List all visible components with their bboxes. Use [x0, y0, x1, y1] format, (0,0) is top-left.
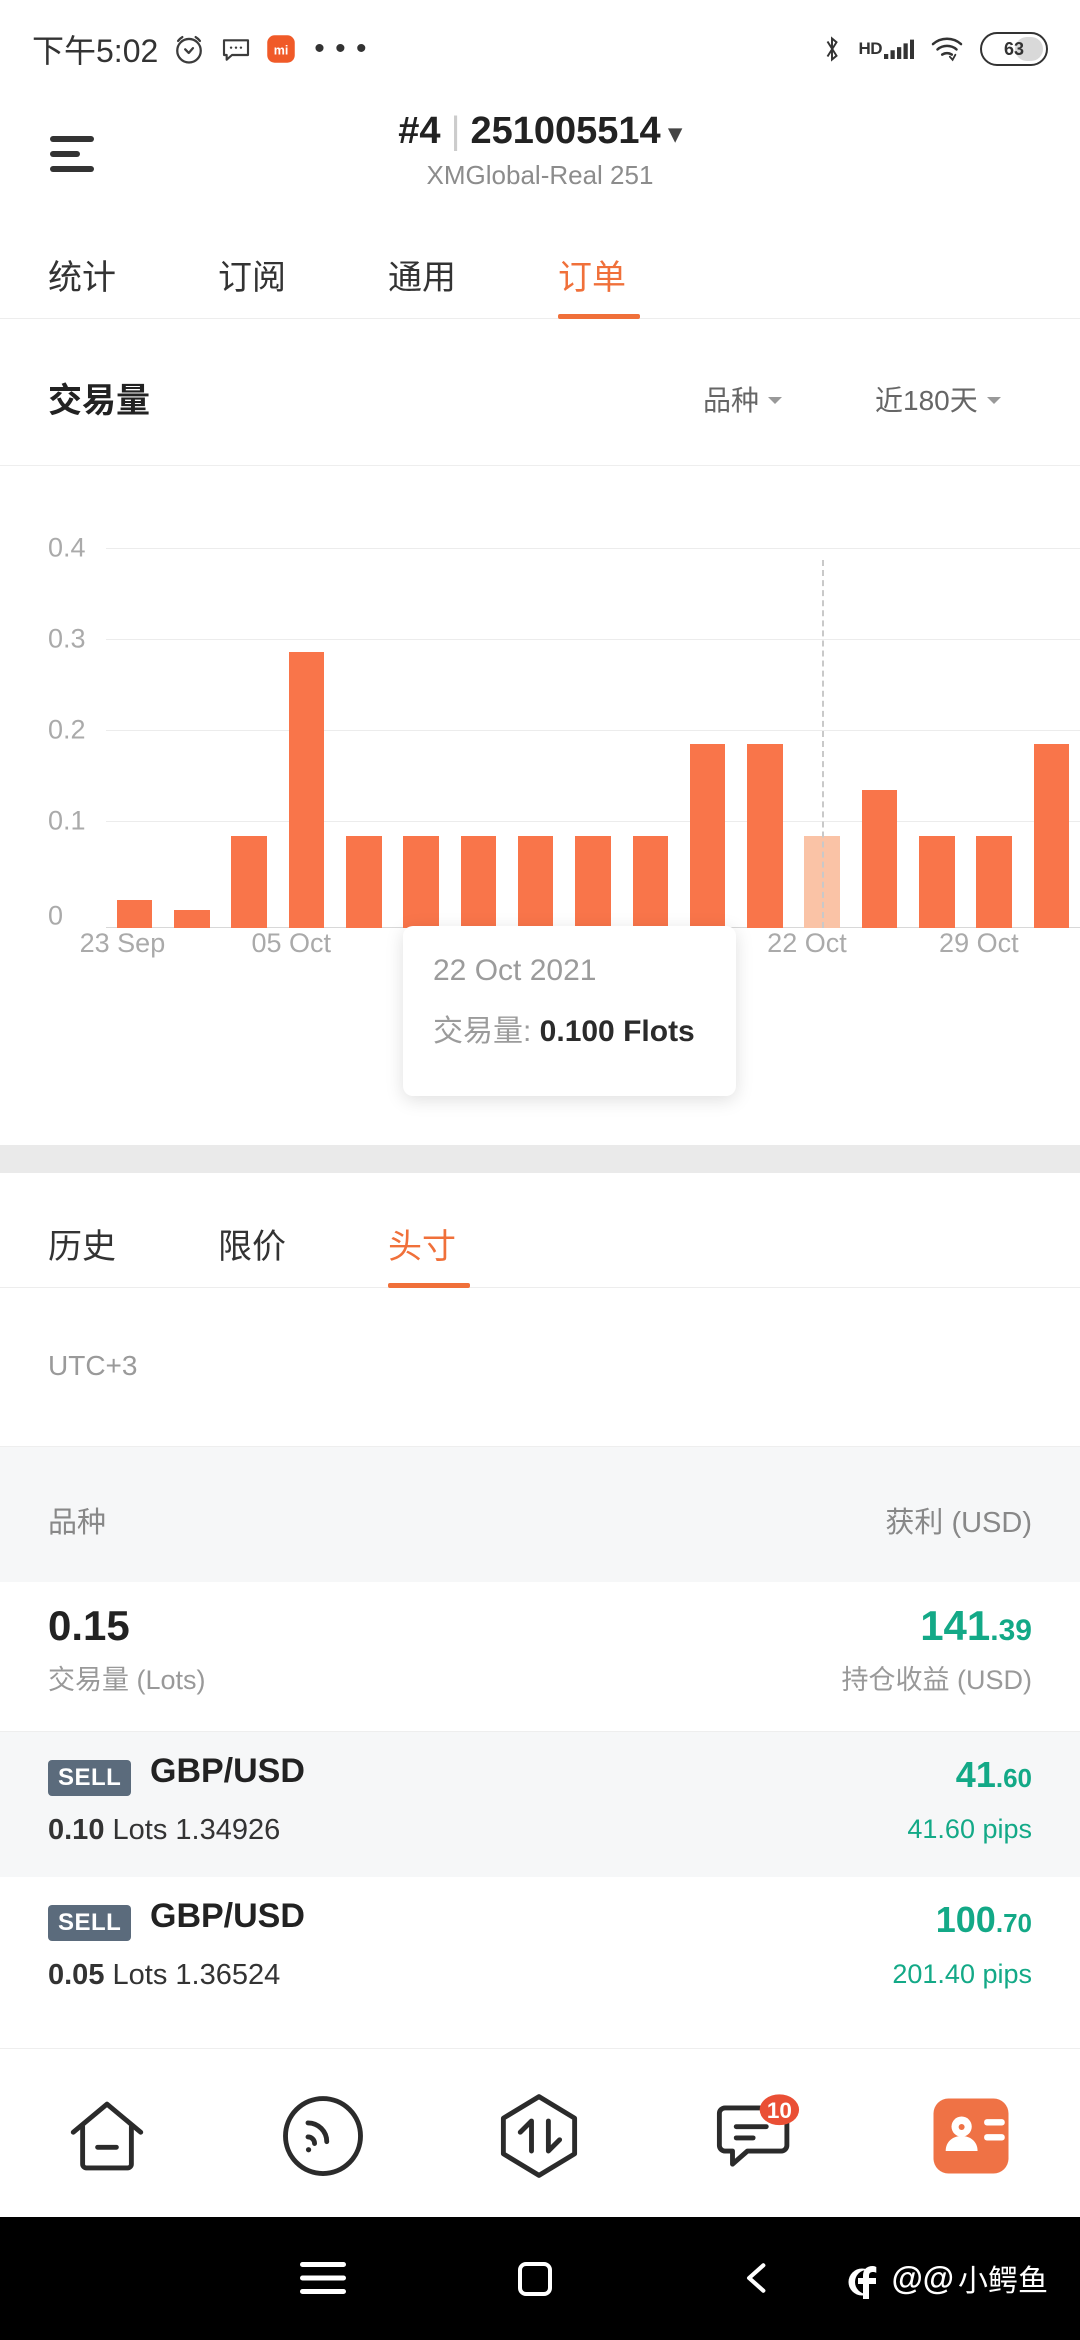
svg-text:mi: mi: [274, 44, 289, 58]
svg-text:10: 10: [767, 2098, 792, 2123]
